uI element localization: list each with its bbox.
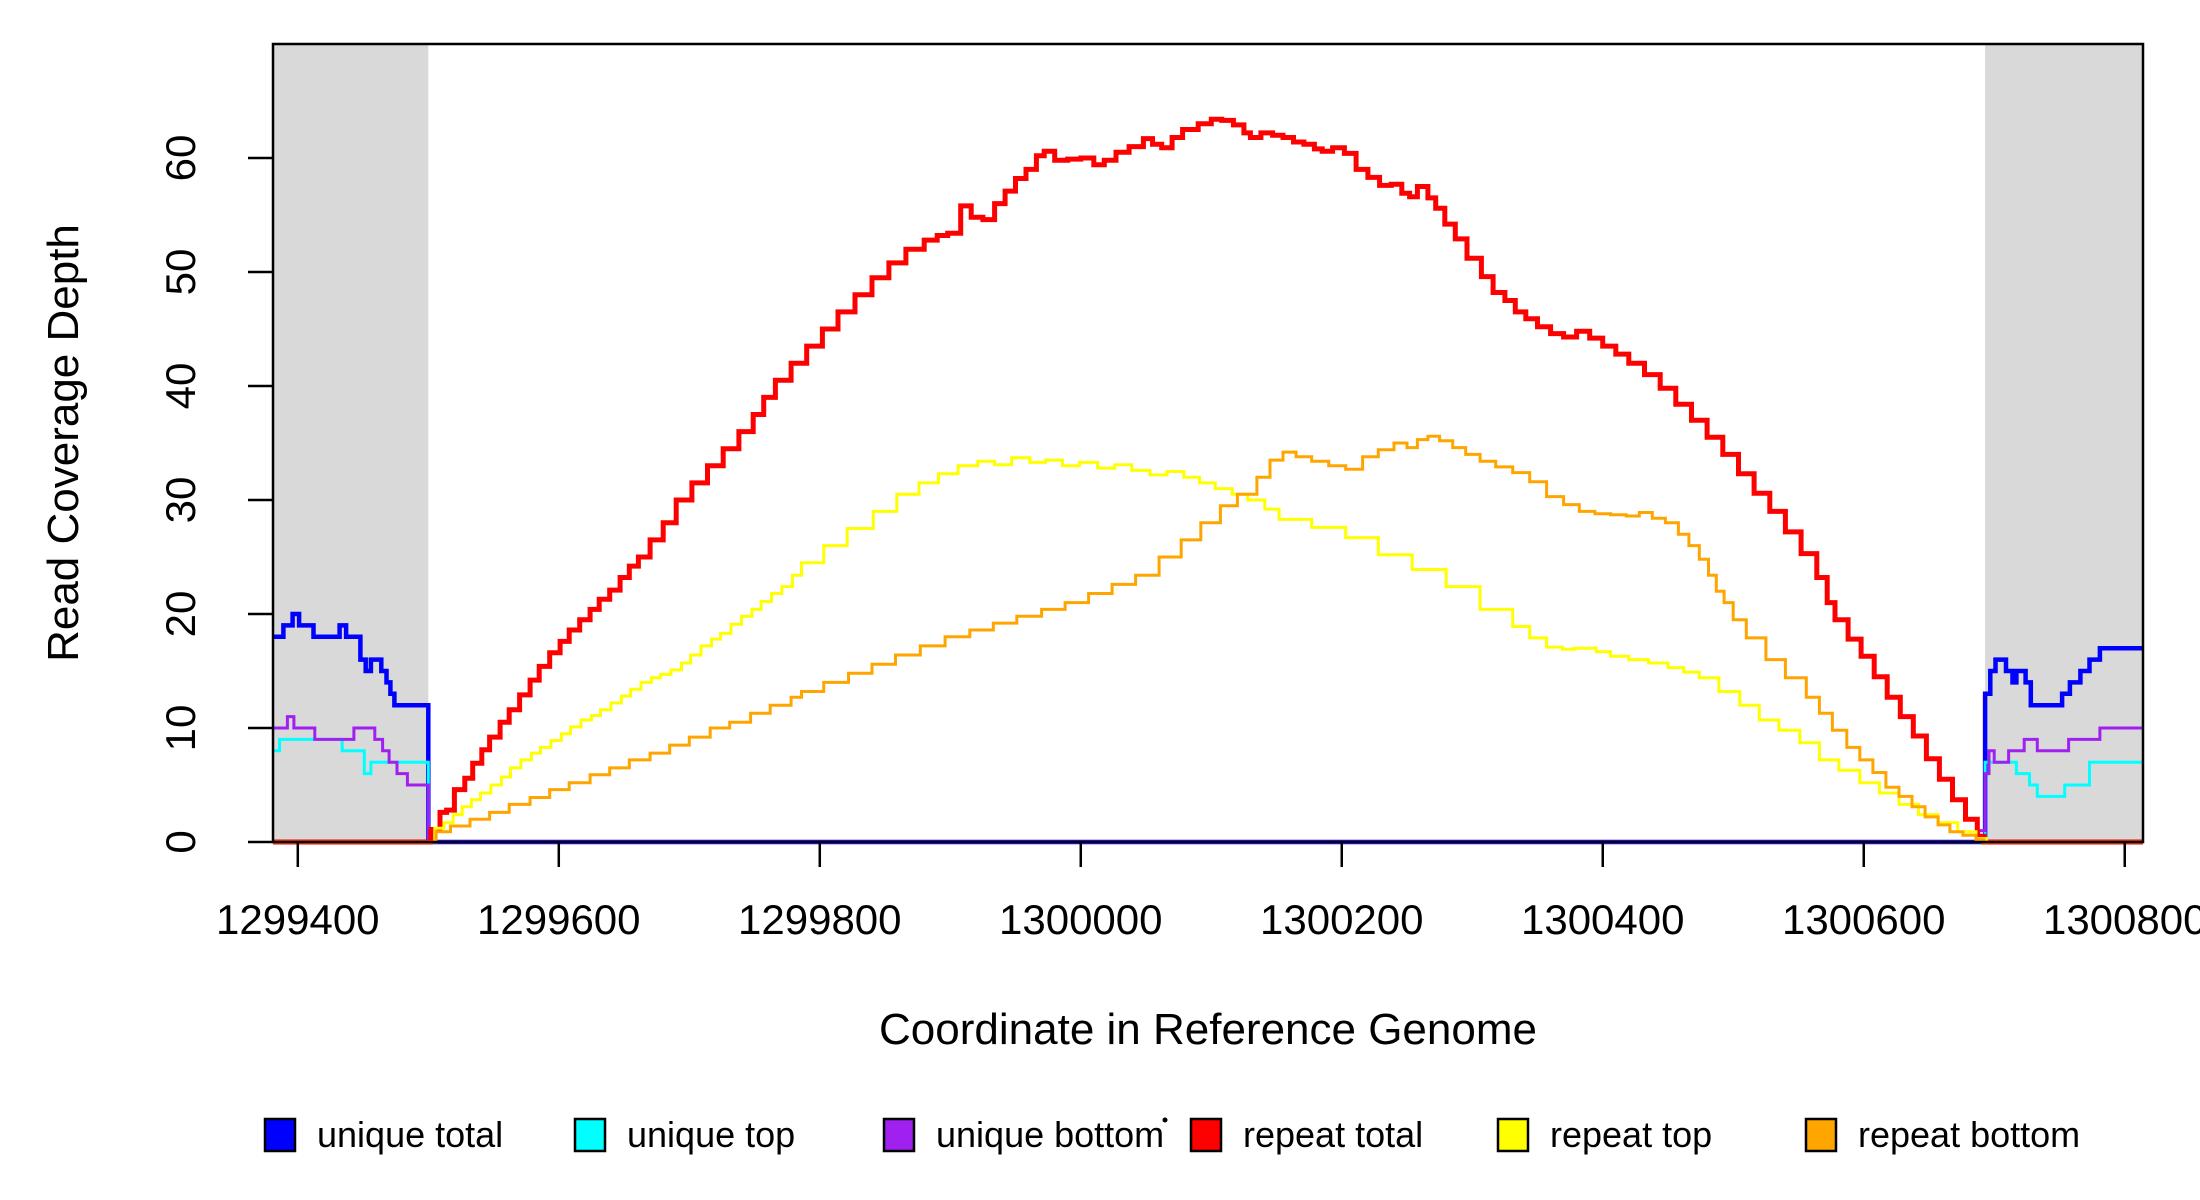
plot-box xyxy=(271,42,2145,844)
y-tick-label: 10 xyxy=(157,705,204,752)
x-tick-label: 1300800 xyxy=(2043,896,2200,943)
y-tick-label: 40 xyxy=(157,363,204,410)
x-axis-title: Coordinate in Reference Genome xyxy=(879,1005,1537,1054)
legend-label: repeat total xyxy=(1243,1114,1423,1155)
legend-item: unique top xyxy=(573,1114,795,1155)
x-tick-label: 1300000 xyxy=(999,896,1163,943)
legend-item: unique total xyxy=(263,1114,503,1155)
series-lines xyxy=(273,116,2143,845)
x-tick-label: 1300600 xyxy=(1782,896,1946,943)
x-tick-label: 1299800 xyxy=(738,896,902,943)
legend-swatch xyxy=(1804,1117,1838,1153)
y-tick-label: 20 xyxy=(157,591,204,638)
legend-swatch xyxy=(263,1117,297,1153)
y-tick-label: 50 xyxy=(157,249,204,296)
legend-swatch xyxy=(1189,1117,1223,1153)
series-line-repeat-bottom xyxy=(273,434,2143,844)
series-line-unique-bottom xyxy=(273,715,2143,844)
shaded-regions xyxy=(273,44,2143,842)
legend-label: unique top xyxy=(627,1114,795,1155)
legend-swatch xyxy=(882,1117,916,1153)
legend-item: repeat top xyxy=(1496,1114,1712,1155)
legend: unique total unique top unique bottom repea… xyxy=(263,1114,2080,1155)
legend-label: unique bottom xyxy=(936,1114,1164,1155)
x-tick-label: 1300400 xyxy=(1521,896,1685,943)
x-tick-label: 1299600 xyxy=(477,896,641,943)
axes: 0 10 20 30 40 50 60 1299400 1299600 1299800 130000… xyxy=(157,42,2200,943)
x-tick-label: 1300200 xyxy=(1260,896,1424,943)
y-axis-title: Read Coverage Depth xyxy=(39,224,88,662)
legend-item: repeat total xyxy=(1189,1114,1423,1155)
legend-swatch xyxy=(1496,1117,1530,1153)
legend-label: repeat top xyxy=(1550,1114,1712,1155)
x-tick-label: 1299400 xyxy=(216,896,380,943)
legend-item: repeat bottom xyxy=(1804,1114,2080,1155)
series-line-repeat-total xyxy=(273,116,2143,845)
legend-swatch xyxy=(573,1117,607,1153)
y-tick-label: 30 xyxy=(157,477,204,524)
masked-region xyxy=(1985,44,2143,842)
y-tick-label: 60 xyxy=(157,135,204,182)
y-tick-label: 0 xyxy=(157,830,204,853)
legend-label: unique total xyxy=(317,1114,503,1155)
legend-label: repeat bottom xyxy=(1858,1114,2080,1155)
masked-region xyxy=(273,44,429,842)
legend-item: unique bottom xyxy=(882,1114,1164,1155)
stray-dot xyxy=(1162,1117,1168,1123)
series-line-repeat-top xyxy=(273,456,2143,844)
